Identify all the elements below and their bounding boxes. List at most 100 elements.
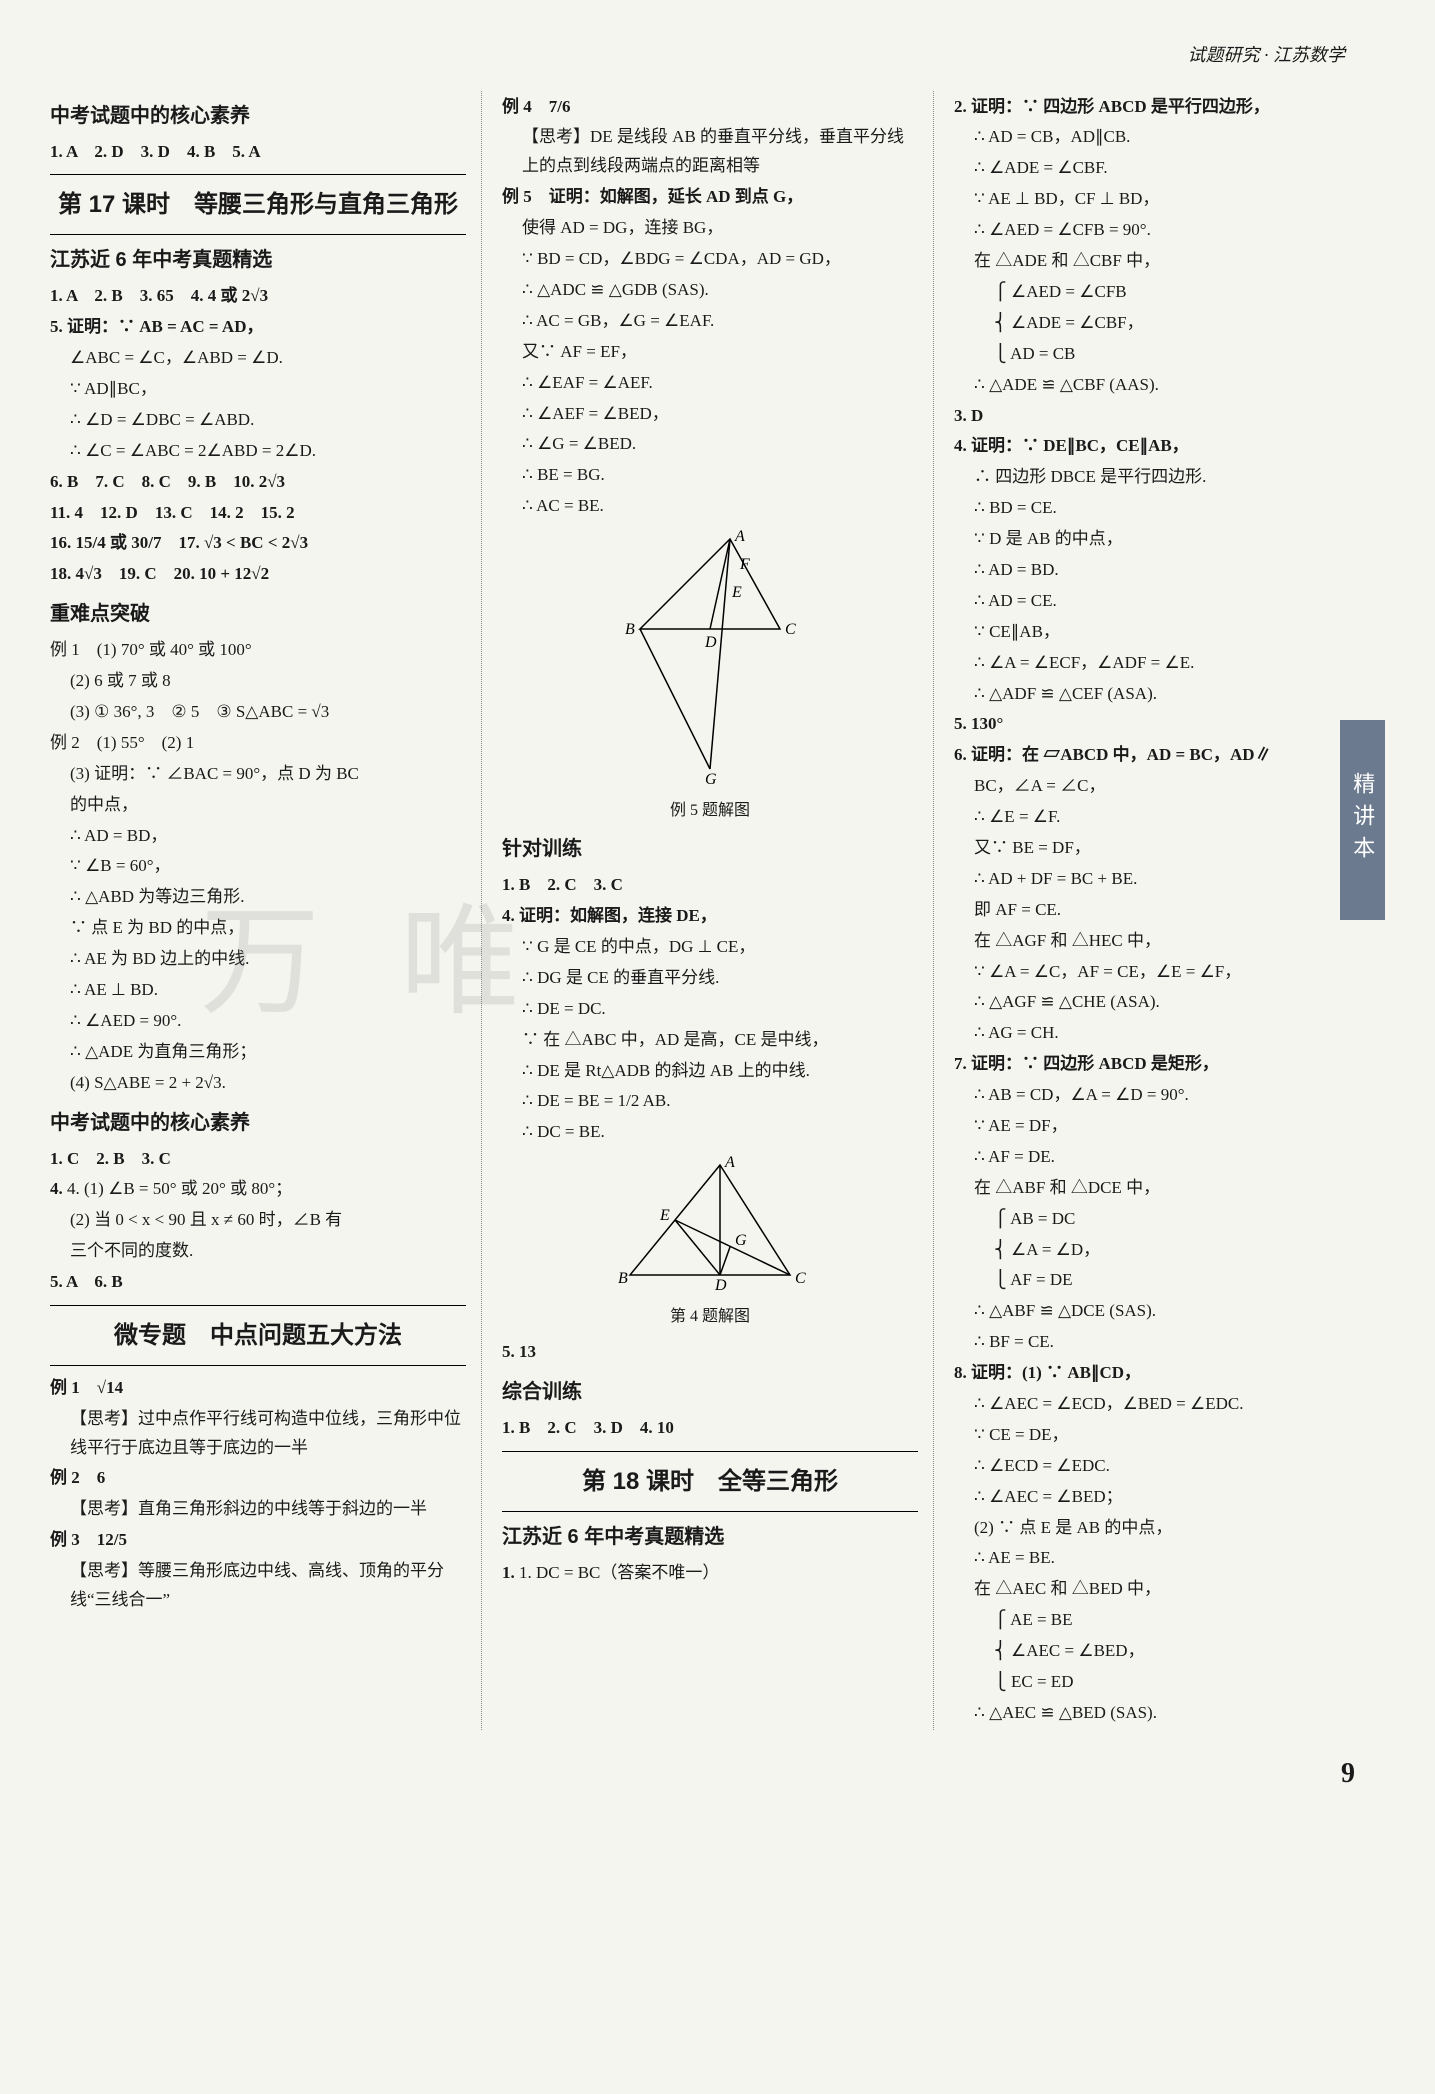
wzt-title: 微专题 中点问题五大方法 (50, 1316, 466, 1357)
svg-text:A: A (734, 529, 745, 545)
divider (50, 1305, 466, 1306)
q8-l8: ∴ △AEC ≌ △BED (SAS). (954, 1699, 1370, 1728)
zh1: 1. B 2. C 3. D 4. 10 (502, 1414, 918, 1443)
li5-l3: ∴ △ADC ≌ △GDB (SAS). (502, 276, 918, 305)
divider (50, 174, 466, 175)
q2-l3: ∵ AE ⊥ BD，CF ⊥ BD， (954, 185, 1370, 214)
li4: 例 4 7/6 (502, 93, 918, 122)
q7-l4: 在 △ABF 和 △DCE 中， (954, 1174, 1370, 1203)
suyang-answers: 1. A 2. D 3. D 4. B 5. A (50, 138, 466, 167)
q6-l7: ∵ ∠A = ∠C，AF = CE，∠E = ∠F， (954, 958, 1370, 987)
q4-l8: ∴ △ADF ≌ △CEF (ASA). (954, 680, 1370, 709)
svg-text:F: F (739, 556, 750, 573)
li5-l9: ∴ BE = BG. (502, 461, 918, 490)
li5-caption: 例 5 题解图 (502, 797, 918, 824)
q8-l4: ∴ ∠AEC = ∠BED； (954, 1483, 1370, 1512)
wli3-sk: 【思考】等腰三角形底边中线、高线、顶角的平分线“三线合一” (50, 1557, 466, 1615)
q7-l1: ∴ AB = CD，∠A = ∠D = 90°. (954, 1081, 1370, 1110)
q4-l4: ∴ AD = BD. (954, 556, 1370, 585)
li2-3b: 的中点， (50, 791, 466, 820)
zd4-l6: ∴ DE = BE = 1/2 AB. (502, 1087, 918, 1116)
zd4-l3: ∴ DE = DC. (502, 995, 918, 1024)
li5-head: 例 5 证明：如解图，延长 AD 到点 G， (502, 183, 918, 212)
content-columns: 中考试题中的核心素养 1. A 2. D 3. D 4. B 5. A 第 17… (50, 91, 1385, 1730)
q2-l6: ∴ △ADE ≌ △CBF (AAS). (954, 371, 1370, 400)
wli3: 例 3 12/5 (50, 1526, 466, 1555)
q4-head: 4. 证明：∵ DE∥BC，CE∥AB， (954, 432, 1370, 461)
li5-l5: 又∵ AF = EF， (502, 338, 918, 367)
q8-l3: ∴ ∠ECD = ∠EDC. (954, 1452, 1370, 1481)
column-2: 例 4 7/6 【思考】DE 是线段 AB 的垂直平分线，垂直平分线上的点到线段… (502, 91, 934, 1730)
lesson18-title: 第 18 课时 全等三角形 (502, 1462, 918, 1503)
q2-b2: ⎨ ∠ADE = ∠CBF， (954, 309, 1370, 338)
q7-head: 7. 证明：∵ 四边形 ABCD 是矩形， (954, 1050, 1370, 1079)
divider (502, 1511, 918, 1512)
svg-text:B: B (618, 1270, 628, 1287)
sy2-1: 1. C 2. B 3. C (50, 1145, 466, 1174)
q6-l4: ∴ AD + DF = BC + BE. (954, 865, 1370, 894)
svg-text:E: E (731, 584, 742, 601)
q5-l4: ∴ ∠D = ∠DBC = ∠ABD. (50, 406, 466, 435)
li5-l6: ∴ ∠EAF = ∠AEF. (502, 369, 918, 398)
q7-b2: ⎨ ∠A = ∠D， (954, 1236, 1370, 1265)
li1-3: (3) ① 36°, 3 ② 5 ③ S△ABC = √3 (50, 698, 466, 727)
wli1-sk: 【思考】过中点作平行线可构造中位线，三角形中位线平行于底边且等于底边的一半 (50, 1405, 466, 1463)
wli2-sk: 【思考】直角三角形斜边的中线等于斜边的一半 (50, 1495, 466, 1524)
svg-text:B: B (625, 621, 635, 638)
svg-text:C: C (785, 621, 796, 638)
li5-l2: ∵ BD = CD，∠BDG = ∠CDA，AD = GD， (502, 245, 918, 274)
wli2: 例 2 6 (50, 1464, 466, 1493)
wli1: 例 1 √14 (50, 1374, 466, 1403)
suyang2-title: 中考试题中的核心素养 (50, 1106, 466, 1140)
q18-20: 18. 4√3 19. C 20. 10 + 12√2 (50, 560, 466, 589)
li5-diagram: A F E B D C G (610, 529, 810, 789)
q5-l3: ∵ AD∥BC， (50, 375, 466, 404)
q4-l1: ∴ 四边形 DBCE 是平行四边形. (954, 463, 1370, 492)
l18-1: 1. 1. DC = BC（答案不唯一） (502, 1559, 918, 1588)
q2-l1: ∴ AD = CB，AD∥CB. (954, 123, 1370, 152)
svg-text:E: E (659, 1207, 670, 1224)
q6-l6: 在 △AGF 和 △HEC 中， (954, 927, 1370, 956)
q3: 3. D (954, 402, 1370, 431)
zh-title: 综合训练 (502, 1375, 918, 1409)
li2-3g: ∴ AE 为 BD 边上的中线. (50, 945, 466, 974)
li2-3a: (3) 证明：∵ ∠BAC = 90°，点 D 为 BC (50, 760, 466, 789)
li5-l4: ∴ AC = GB，∠G = ∠EAF. (502, 307, 918, 336)
zd4-diagram: A E G B D C (610, 1155, 810, 1295)
svg-text:C: C (795, 1270, 806, 1287)
q7-l5: ∴ △ABF ≌ △DCE (SAS). (954, 1297, 1370, 1326)
li2-3i: ∴ ∠AED = 90°. (50, 1007, 466, 1036)
side-tab: 精讲本 (1340, 720, 1385, 920)
zd4-l1: ∵ G 是 CE 的中点，DG ⊥ CE， (502, 933, 918, 962)
column-3: 2. 证明：∵ 四边形 ABCD 是平行四边形， ∴ AD = CB，AD∥CB… (954, 91, 1385, 1730)
q6-l2: ∴ ∠E = ∠F. (954, 803, 1370, 832)
zd4-l2: ∴ DG 是 CE 的垂直平分线. (502, 964, 918, 993)
zhenti-title: 江苏近 6 年中考真题精选 (50, 243, 466, 277)
q8-l1: ∴ ∠AEC = ∠ECD，∠BED = ∠EDC. (954, 1390, 1370, 1419)
lesson17-title: 第 17 课时 等腰三角形与直角三角形 (50, 185, 466, 226)
li2-3h: ∴ AE ⊥ BD. (50, 976, 466, 1005)
zd4-head: 4. 证明：如解图，连接 DE， (502, 902, 918, 931)
li2-4: (4) S△ABE = 2 + 2√3. (50, 1069, 466, 1098)
svg-text:A: A (724, 1155, 735, 1171)
q6-l3: 又∵ BE = DF， (954, 834, 1370, 863)
q5-head: 5. 证明：∵ AB = AC = AD， (50, 313, 466, 342)
svg-text:G: G (735, 1232, 747, 1249)
q2-l5: 在 △ADE 和 △CBF 中， (954, 247, 1370, 276)
page-number: 9 (50, 1750, 1385, 1798)
q2-b1: ⎧ ∠AED = ∠CFB (954, 278, 1370, 307)
li2-3e: ∴ △ABD 为等边三角形. (50, 883, 466, 912)
sy2-4c: 三个不同的度数. (50, 1237, 466, 1266)
q8-b1: ⎧ AE = BE (954, 1606, 1370, 1635)
q8-l5: (2) ∵ 点 E 是 AB 的中点， (954, 1514, 1370, 1543)
q5-l2: ∠ABC = ∠C，∠ABD = ∠D. (50, 344, 466, 373)
zd1: 1. B 2. C 3. C (502, 871, 918, 900)
znd-title: 重难点突破 (50, 597, 466, 631)
sy2-4b: (2) 当 0 < x < 90 且 x ≠ 60 时，∠B 有 (50, 1206, 466, 1235)
divider (50, 1365, 466, 1366)
q11-15: 11. 4 12. D 13. C 14. 2 15. 2 (50, 499, 466, 528)
li2-3c: ∴ AD = BD， (50, 822, 466, 851)
zd4-l4: ∵ 在 △ABC 中，AD 是高，CE 是中线， (502, 1026, 918, 1055)
q8-head: 8. 证明：(1) ∵ AB∥CD， (954, 1359, 1370, 1388)
divider (502, 1451, 918, 1452)
